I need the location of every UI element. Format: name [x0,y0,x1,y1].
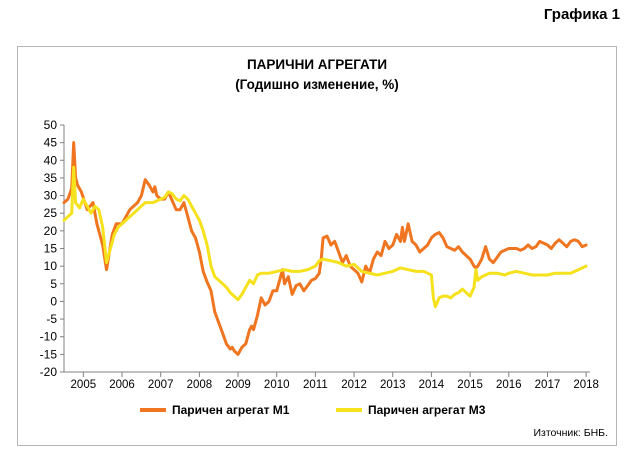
x-tick-label: 2018 [573,379,599,391]
x-tick-label: 2017 [535,379,561,391]
chart-title: ПАРИЧНИ АГРЕГАТИ [246,57,388,72]
y-tick-label: 40 [44,153,58,167]
x-tick-label: 2009 [225,379,251,391]
y-tick-label: 50 [44,118,58,132]
y-tick-label: -15 [40,347,58,361]
legend-item-m3: Паричен агрегат М3 [336,403,485,417]
y-tick-label: 0 [50,294,57,308]
x-tick-label: 2006 [109,379,135,391]
legend: Паричен агрегат М1 Паричен агрегат М3 [18,403,616,419]
x-tick-label: 2013 [380,379,406,391]
x-tick-label: 2007 [148,379,174,391]
x-tick-label: 2011 [303,379,328,391]
y-tick-label: -5 [46,312,57,326]
legend-swatch-m3 [336,408,362,412]
legend-item-m1: Паричен агрегат М1 [140,403,289,417]
x-tick-label: 2005 [71,379,97,391]
legend-label-m1: Паричен агрегат М1 [172,403,290,417]
chart-frame: ПАРИЧНИ АГРЕГАТИ (Годишно изменение, %) … [17,46,617,446]
chart-subtitle: (Годишно изменение, %) [235,77,399,92]
x-tick-label: 2010 [264,379,290,391]
y-tick-label: 25 [44,206,58,220]
series-line-m1 [62,141,588,356]
source-note: Източник: БНБ. [533,427,608,439]
series-line-m3 [62,165,588,309]
x-tick-label: 2012 [341,379,367,391]
y-tick-label: 45 [44,136,58,150]
y-tick-label: 10 [44,259,58,273]
y-tick-label: 5 [50,277,57,291]
legend-swatch-m1 [140,408,166,412]
x-tick-label: 2008 [187,379,213,391]
figure-label: Графика 1 [543,6,620,23]
x-tick-label: 2015 [457,379,483,391]
y-tick-label: -20 [40,365,58,379]
y-tick-label: 35 [44,171,58,185]
y-tick-label: -10 [40,330,58,344]
y-tick-label: 30 [44,189,58,203]
y-tick-label: 15 [44,242,58,256]
x-tick-label: 2016 [496,379,522,391]
x-tick-label: 2014 [419,379,445,391]
legend-label-m3: Паричен агрегат М3 [368,403,486,417]
y-tick-label: 20 [44,224,58,238]
